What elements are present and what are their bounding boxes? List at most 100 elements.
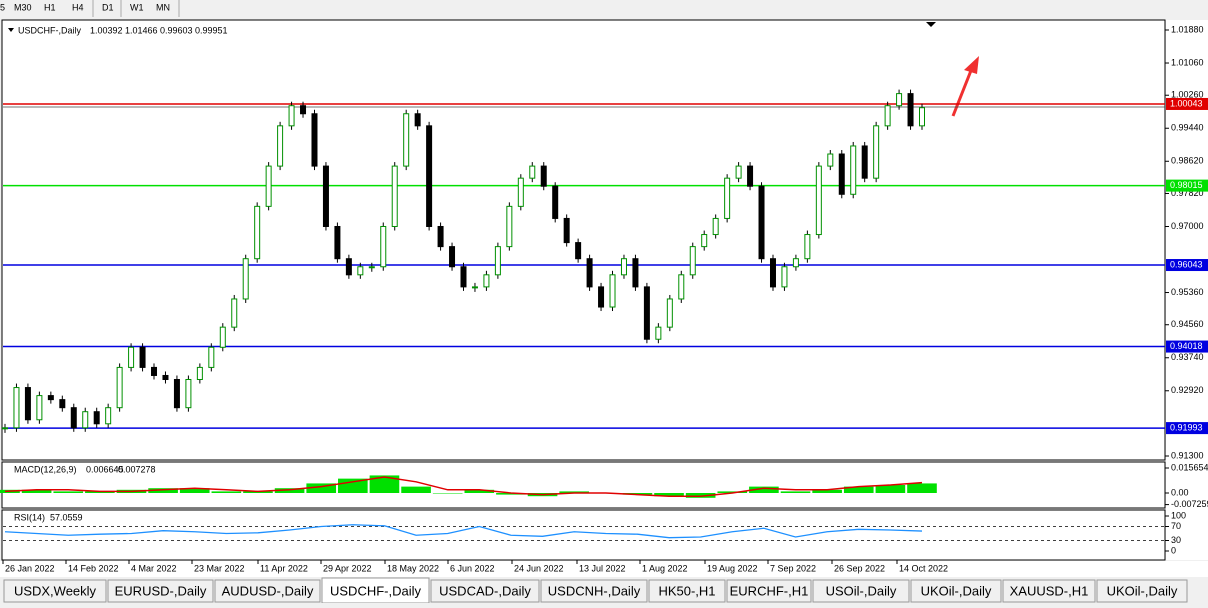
tab-label[interactable]: USDCAD-,Daily bbox=[439, 583, 531, 598]
level-tag bbox=[1166, 97, 1208, 110]
tab-label[interactable]: USDX,Weekly bbox=[14, 583, 97, 598]
tab-label[interactable]: XAUUSD-,H1 bbox=[1010, 583, 1089, 598]
candle bbox=[598, 286, 605, 308]
level-tag bbox=[1166, 340, 1208, 353]
candle bbox=[838, 153, 845, 195]
date-label: 19 Aug 2022 bbox=[707, 563, 758, 573]
candle bbox=[609, 274, 616, 308]
date-label: 26 Jan 2022 bbox=[5, 563, 55, 573]
timeframe-button[interactable]: M30 bbox=[14, 2, 32, 12]
candle bbox=[769, 258, 776, 288]
candle bbox=[196, 366, 203, 380]
tab[interactable] bbox=[1002, 579, 1096, 603]
candle bbox=[242, 258, 249, 300]
date-label: 24 Jun 2022 bbox=[514, 563, 564, 573]
y-tick-label: 0.92920 bbox=[1171, 385, 1204, 395]
candle bbox=[414, 113, 421, 127]
rsi-label: RSI(14) bbox=[14, 512, 45, 522]
tab[interactable] bbox=[540, 579, 648, 603]
timeframe-button[interactable]: D1 bbox=[102, 2, 114, 12]
tab[interactable] bbox=[3, 579, 107, 603]
tab[interactable] bbox=[812, 579, 910, 603]
tab[interactable] bbox=[648, 579, 726, 603]
macd-bar bbox=[243, 491, 273, 493]
macd-bar bbox=[464, 489, 495, 493]
candle bbox=[724, 177, 731, 219]
candle bbox=[804, 234, 811, 260]
candle bbox=[300, 105, 307, 115]
tab[interactable] bbox=[107, 579, 214, 603]
candle bbox=[620, 258, 627, 276]
tab-label[interactable]: AUDUSD-,Daily bbox=[222, 583, 314, 598]
timeframe-button[interactable]: 5 bbox=[0, 2, 5, 12]
candle bbox=[827, 153, 834, 167]
y-tick-label: 30 bbox=[1171, 535, 1181, 545]
candle bbox=[2, 427, 8, 430]
y-tick-label: 100 bbox=[1171, 510, 1186, 520]
candle bbox=[139, 346, 146, 368]
macd-bar bbox=[875, 485, 906, 493]
macd-bar bbox=[812, 489, 842, 493]
level-tag bbox=[1166, 422, 1208, 435]
date-label: 11 Apr 2022 bbox=[260, 563, 308, 573]
tab-label[interactable]: USDCHF-,Daily bbox=[330, 583, 422, 598]
candle bbox=[735, 165, 742, 179]
tab-label[interactable]: UKOil-,Daily bbox=[921, 583, 992, 598]
tab-label[interactable]: UKOil-,Daily bbox=[1107, 583, 1178, 598]
tab-label[interactable]: USOil-,Daily bbox=[826, 583, 897, 598]
macd-bar bbox=[401, 486, 431, 493]
macd-signal bbox=[4, 476, 923, 497]
tab[interactable] bbox=[726, 579, 812, 603]
y-tick-label: 0.95360 bbox=[1171, 287, 1204, 297]
candle bbox=[151, 366, 158, 376]
candle bbox=[47, 395, 54, 401]
candle bbox=[747, 165, 754, 187]
macd-bar bbox=[622, 493, 653, 495]
candle bbox=[13, 387, 20, 429]
candle bbox=[712, 217, 719, 236]
tab-label[interactable]: EURCHF-,H1 bbox=[730, 583, 809, 598]
timeframe-button[interactable]: MN bbox=[156, 2, 170, 12]
y-tick-label: 0.98620 bbox=[1171, 156, 1204, 166]
level-label: 0.91993 bbox=[1170, 422, 1203, 432]
tab[interactable] bbox=[430, 579, 540, 603]
date-label: 23 Mar 2022 bbox=[194, 563, 245, 573]
candle bbox=[861, 145, 868, 179]
candle bbox=[36, 395, 43, 421]
timeframe-button[interactable]: W1 bbox=[130, 2, 144, 12]
timeframe-button[interactable]: H1 bbox=[44, 2, 56, 12]
date-label: 29 Apr 2022 bbox=[323, 563, 372, 573]
tab[interactable] bbox=[1096, 579, 1188, 603]
date-label: 18 May 2022 bbox=[387, 563, 439, 573]
candle bbox=[70, 407, 77, 429]
tab[interactable] bbox=[910, 579, 1002, 603]
candle bbox=[59, 399, 66, 409]
macd-bar bbox=[148, 488, 178, 493]
level-label: 0.98015 bbox=[1170, 180, 1203, 190]
date-label: 4 Mar 2022 bbox=[131, 563, 177, 573]
timeframe-button[interactable]: H4 bbox=[72, 2, 84, 12]
candle bbox=[689, 246, 696, 276]
shift-marker bbox=[926, 22, 936, 27]
tab-label[interactable]: USDCNH-,Daily bbox=[548, 583, 641, 598]
candle bbox=[919, 107, 925, 127]
macd-bar bbox=[53, 491, 84, 493]
candle bbox=[105, 407, 112, 425]
ohlc-value: 0.99951 bbox=[195, 25, 228, 35]
rsi-panel bbox=[1, 509, 1166, 561]
tab-label[interactable]: EURUSD-,Daily bbox=[115, 583, 207, 598]
candle bbox=[277, 125, 284, 167]
macd-bar bbox=[369, 475, 400, 493]
y-tick-label: 1.00260 bbox=[1171, 90, 1204, 100]
price-axis bbox=[1166, 20, 1208, 560]
tab-label[interactable]: HK50-,H1 bbox=[658, 583, 715, 598]
macd-value: 0.006645 bbox=[86, 464, 124, 474]
candle bbox=[678, 274, 685, 300]
candle bbox=[540, 165, 547, 187]
y-tick-label: 0.97000 bbox=[1171, 221, 1204, 231]
annotation-arrow bbox=[951, 67, 974, 117]
tab[interactable] bbox=[214, 579, 321, 603]
tab[interactable] bbox=[321, 577, 430, 604]
candle bbox=[219, 326, 226, 348]
